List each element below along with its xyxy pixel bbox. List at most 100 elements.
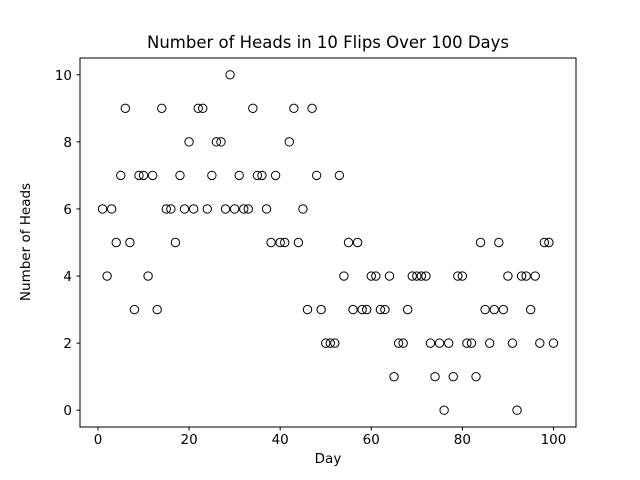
data-point [521, 271, 531, 281]
data-point [229, 204, 240, 214]
data-point [147, 170, 158, 181]
y-tick-label: 6 [63, 202, 72, 218]
data-point [157, 103, 167, 114]
x-tick-label: 80 [454, 432, 471, 448]
data-point [357, 304, 367, 315]
data-point [298, 204, 308, 214]
data-point [448, 371, 458, 382]
data-point [516, 271, 527, 281]
data-point [179, 204, 190, 214]
data-point [266, 237, 276, 248]
data-point [412, 271, 422, 281]
data-point [293, 237, 304, 248]
x-tick-label: 20 [180, 432, 197, 448]
data-point [371, 271, 381, 281]
data-point [166, 204, 176, 214]
data-point [311, 170, 322, 181]
data-point [302, 304, 313, 315]
data-point [393, 338, 404, 348]
data-point [152, 304, 162, 315]
data-point [120, 103, 131, 114]
data-point [248, 103, 258, 114]
x-axis-ticks: 0 20 40 60 80 100 [94, 427, 567, 448]
data-point [125, 237, 135, 248]
data-point [202, 204, 213, 214]
data-point [270, 170, 281, 181]
data-point [170, 237, 181, 248]
data-point [334, 170, 345, 181]
data-point [143, 271, 153, 281]
data-point [161, 204, 172, 214]
y-tick-label: 0 [63, 403, 72, 419]
data-point [480, 304, 490, 315]
data-point [489, 304, 499, 315]
data-point [348, 304, 358, 315]
data-point [193, 103, 203, 114]
scatter-points [97, 70, 559, 415]
data-point [289, 103, 299, 114]
data-point [544, 237, 554, 248]
data-point [97, 204, 108, 214]
data-point [443, 338, 454, 348]
data-point [257, 170, 267, 181]
data-point [106, 204, 117, 214]
data-point [416, 271, 427, 281]
data-point [503, 271, 513, 281]
data-point [375, 304, 386, 315]
data-point [466, 338, 477, 348]
data-point [239, 204, 249, 214]
axes-frame [79, 57, 577, 428]
x-axis-label: Day [315, 451, 342, 467]
data-point [535, 338, 545, 348]
data-point [498, 304, 509, 315]
data-point [129, 304, 140, 315]
data-point [211, 137, 222, 147]
data-point [234, 170, 244, 181]
data-point [175, 170, 185, 181]
data-point [430, 371, 440, 382]
y-tick-label: 8 [63, 135, 72, 151]
data-point [216, 137, 226, 147]
x-tick-label: 100 [541, 432, 567, 448]
data-point [243, 204, 253, 214]
data-point [134, 170, 144, 181]
data-point [111, 237, 121, 248]
data-point [252, 170, 263, 181]
data-point [284, 137, 294, 147]
data-point [507, 338, 518, 348]
data-point [384, 271, 395, 281]
data-point [280, 237, 290, 248]
data-point [389, 371, 399, 382]
y-tick-label: 4 [63, 269, 72, 285]
data-point [102, 271, 112, 281]
x-tick-label: 0 [94, 432, 103, 448]
data-point [307, 103, 317, 114]
data-point [275, 237, 285, 248]
data-point [539, 237, 550, 248]
data-point [548, 338, 559, 348]
data-point [339, 271, 349, 281]
y-axis-label: Number of Heads [18, 183, 34, 301]
x-tick-label: 60 [363, 432, 380, 448]
data-point [352, 237, 363, 248]
data-point [138, 170, 149, 181]
data-point [220, 204, 231, 214]
data-point [188, 204, 199, 214]
data-point [403, 304, 413, 315]
data-point [321, 338, 331, 348]
data-point [484, 338, 495, 348]
data-point [330, 338, 340, 348]
data-point [261, 204, 272, 214]
data-point [362, 304, 372, 315]
data-point [475, 237, 486, 248]
data-point [525, 304, 536, 315]
data-point [407, 271, 417, 281]
data-point [512, 405, 522, 415]
y-axis-ticks: 0 2 4 6 8 10 [55, 68, 80, 419]
data-point [380, 304, 390, 315]
data-point [434, 338, 445, 348]
x-tick-label: 40 [272, 432, 289, 448]
data-point [207, 170, 217, 181]
data-point [421, 271, 431, 281]
